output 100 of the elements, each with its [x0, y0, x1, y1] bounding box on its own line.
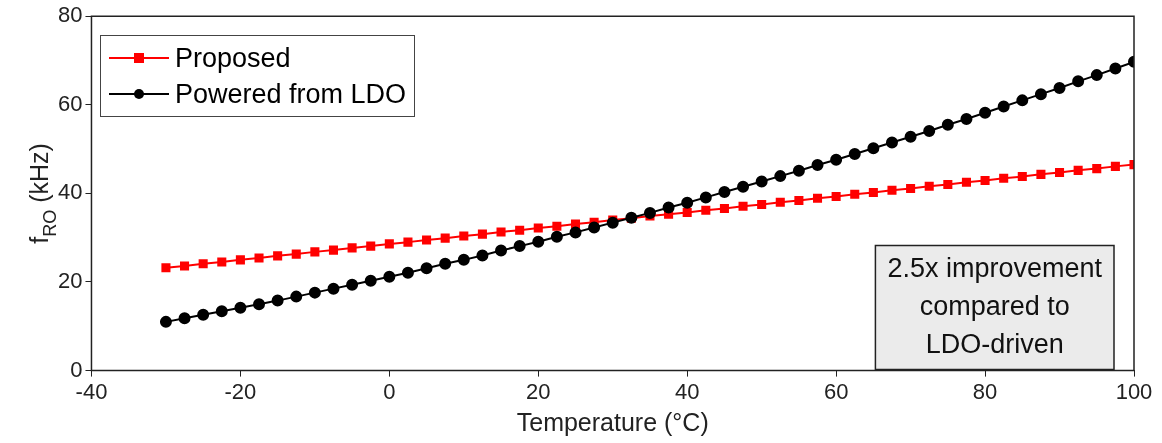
x-tick-label: 0	[383, 378, 396, 404]
point	[887, 185, 897, 195]
point	[273, 251, 283, 261]
x-tick-label: 80	[972, 378, 998, 404]
point	[1092, 164, 1102, 174]
point	[606, 216, 619, 229]
point	[643, 206, 656, 219]
point	[215, 305, 228, 318]
point	[198, 259, 208, 269]
point	[980, 176, 990, 186]
point	[403, 237, 413, 247]
point	[831, 191, 841, 202]
point	[943, 180, 953, 190]
point	[178, 312, 191, 325]
point	[235, 255, 245, 265]
point	[885, 136, 898, 149]
point	[532, 235, 545, 248]
point	[1036, 169, 1046, 179]
point	[440, 233, 450, 243]
point	[1073, 165, 1083, 175]
point	[513, 240, 526, 253]
point	[347, 243, 357, 253]
point	[533, 223, 543, 233]
y-tick-label: 80	[57, 2, 83, 28]
point	[569, 226, 582, 239]
point	[719, 203, 729, 213]
point	[699, 191, 712, 204]
point	[681, 196, 694, 209]
point	[180, 261, 190, 271]
point	[757, 199, 767, 210]
y-tick-label: 20	[57, 268, 83, 294]
point	[774, 170, 787, 183]
point	[459, 231, 469, 241]
point	[1034, 88, 1047, 101]
point	[662, 201, 675, 214]
point	[253, 298, 266, 311]
point	[422, 235, 432, 245]
point	[961, 177, 971, 187]
point	[868, 187, 878, 198]
point	[701, 205, 711, 215]
point	[1017, 172, 1027, 182]
point	[812, 193, 823, 203]
point	[906, 183, 916, 194]
point	[496, 227, 506, 237]
point	[383, 270, 396, 283]
point	[848, 147, 861, 160]
point	[476, 249, 489, 262]
point	[328, 245, 339, 255]
point	[792, 164, 805, 177]
point	[217, 257, 227, 267]
point	[979, 106, 992, 119]
point	[327, 282, 340, 295]
point	[1053, 81, 1066, 94]
x-tick-label: -20	[224, 378, 257, 404]
point	[960, 112, 973, 125]
point	[737, 180, 750, 193]
point	[234, 301, 247, 314]
point	[254, 253, 264, 263]
point	[159, 315, 172, 328]
point	[1110, 161, 1120, 171]
annotation: 2.5x improvement compared to LDO-driven	[887, 253, 1103, 360]
point	[161, 263, 171, 273]
point	[401, 266, 414, 279]
point	[588, 221, 601, 234]
point	[570, 219, 581, 229]
point	[1109, 62, 1122, 75]
point	[924, 181, 934, 191]
point	[364, 274, 377, 287]
point	[515, 225, 525, 235]
point	[550, 230, 563, 243]
point	[794, 195, 804, 206]
point	[197, 308, 210, 321]
point	[775, 197, 785, 207]
point	[439, 257, 452, 270]
x-tick-label: 60	[823, 378, 849, 404]
point	[997, 100, 1010, 113]
point	[308, 286, 321, 299]
point	[1090, 69, 1103, 82]
y-tick-label: 60	[57, 90, 83, 116]
point	[366, 241, 376, 251]
point	[1072, 75, 1085, 88]
point	[290, 290, 303, 303]
point	[291, 249, 301, 259]
point	[384, 239, 394, 249]
point	[850, 189, 860, 199]
x-tick-label: 40	[674, 378, 700, 404]
point	[271, 294, 284, 307]
point	[738, 201, 748, 211]
point	[495, 244, 508, 257]
point	[941, 118, 954, 131]
point	[682, 207, 692, 217]
point	[999, 173, 1009, 183]
y-tick-label: 40	[57, 179, 83, 205]
point	[346, 278, 359, 291]
point	[904, 130, 917, 143]
point	[1016, 94, 1029, 107]
x-tick-label: 20	[526, 378, 551, 404]
x-axis-title: Temperature (°C)	[516, 407, 709, 436]
point	[923, 124, 936, 137]
point	[718, 186, 731, 199]
